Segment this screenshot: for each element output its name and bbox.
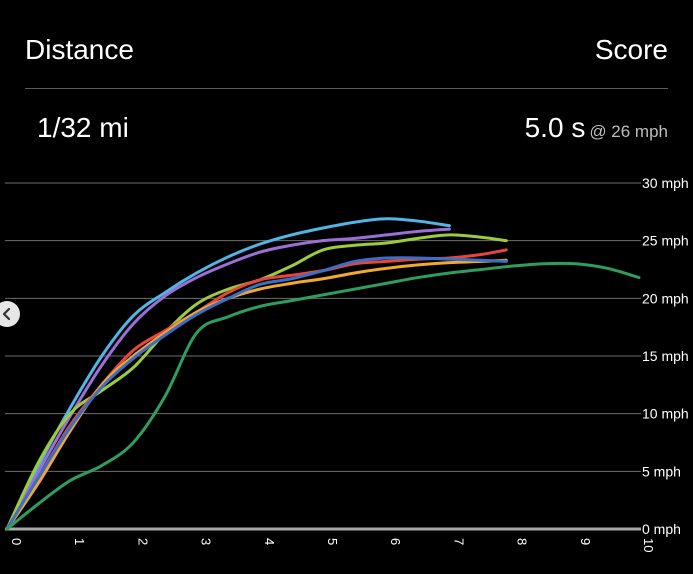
x-tick-label: 4 (262, 538, 277, 545)
x-tick-label: 6 (388, 538, 403, 545)
distance-value: 1/32 mi (37, 112, 129, 143)
y-tick-label: 25 mph (642, 233, 689, 249)
back-button[interactable] (0, 301, 20, 327)
chevron-left-icon (2, 307, 11, 321)
x-tick-label: 3 (199, 538, 214, 545)
x-tick-label: 9 (578, 538, 593, 545)
x-tick-label: 1 (72, 538, 87, 545)
series-line-3 (5, 233, 508, 531)
chart-grid (5, 182, 641, 531)
series-line-1 (5, 217, 451, 531)
series-line-2 (5, 227, 451, 531)
chart-series (5, 217, 641, 531)
x-tick-label: 8 (515, 538, 530, 545)
series-line-6 (5, 256, 508, 531)
y-tick-label: 0 mph (642, 521, 681, 537)
series-line-7 (5, 261, 641, 531)
chart-ticks: 0 mph 5 mph 10 mph 15 mph 20 mph 25 mph 30 mph… (9, 175, 689, 552)
score-value: 5.0 s (524, 112, 586, 143)
distance-header: Distance (25, 34, 134, 65)
x-tick-label: 7 (451, 538, 466, 545)
x-tick-label: 0 (9, 538, 24, 545)
y-tick-label: 10 mph (642, 406, 689, 422)
x-tick-label: 5 (325, 538, 340, 545)
score-header: Score (594, 34, 668, 65)
x-tick-label: 10 (641, 538, 656, 552)
y-tick-label: 20 mph (642, 290, 689, 306)
score-summary: 5.0 s @ 26 mph (525, 112, 668, 144)
x-tick-label: 2 (135, 538, 150, 545)
y-tick-label: 30 mph (642, 175, 689, 191)
y-tick-label: 5 mph (642, 463, 681, 479)
header-divider (25, 88, 668, 89)
score-speed: @ 26 mph (589, 122, 668, 141)
y-tick-label: 15 mph (642, 348, 689, 364)
